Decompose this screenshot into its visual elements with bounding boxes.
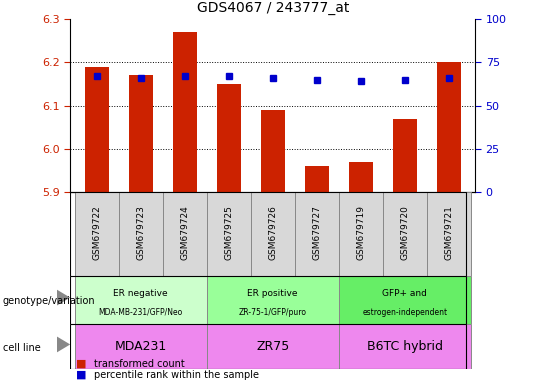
Bar [427,192,471,276]
Text: MDA-MB-231/GFP/Neo: MDA-MB-231/GFP/Neo [98,308,183,317]
Text: transformed count: transformed count [94,359,185,369]
Text: ER negative: ER negative [113,289,168,298]
Bar [383,192,427,276]
Text: GSM679725: GSM679725 [224,205,233,260]
Text: ■: ■ [76,370,86,380]
Text: GSM679724: GSM679724 [180,205,189,260]
Text: GSM679727: GSM679727 [312,205,321,260]
Text: GSM679722: GSM679722 [92,205,101,260]
Text: ZR-75-1/GFP/puro: ZR-75-1/GFP/puro [239,308,307,317]
Bar [251,192,295,276]
Bar [75,192,119,276]
Bar [349,162,373,192]
Bar [261,110,285,192]
Text: ■: ■ [76,359,86,369]
Bar [119,192,163,276]
Text: percentile rank within the sample: percentile rank within the sample [94,370,260,380]
Text: GSM679723: GSM679723 [136,205,145,260]
Bar [207,324,339,369]
Text: estrogen-independent: estrogen-independent [362,308,447,317]
Bar [295,192,339,276]
Text: GSM679721: GSM679721 [444,205,453,260]
Bar [437,62,461,192]
Text: genotype/variation: genotype/variation [3,296,96,306]
Bar [393,119,417,192]
Text: GSM679726: GSM679726 [268,205,277,260]
Text: ER positive: ER positive [247,289,298,298]
Bar [173,32,197,192]
Bar [217,84,241,192]
Bar [163,192,207,276]
Title: GDS4067 / 243777_at: GDS4067 / 243777_at [197,2,349,15]
Bar [339,192,383,276]
Bar [84,67,109,192]
Bar [207,192,251,276]
Text: cell line: cell line [3,343,40,353]
Bar [305,166,329,192]
Bar [207,276,339,324]
Bar [129,75,153,192]
Bar [75,276,207,324]
Text: B6TC hybrid: B6TC hybrid [367,340,443,353]
Polygon shape [57,336,70,353]
Text: GSM679720: GSM679720 [400,205,409,260]
Text: MDA231: MDA231 [114,340,167,353]
Bar [75,324,207,369]
Text: GSM679719: GSM679719 [356,205,365,260]
Text: ZR75: ZR75 [256,340,289,353]
Text: GFP+ and: GFP+ and [382,289,427,298]
Bar [339,324,471,369]
Polygon shape [57,290,70,306]
Bar [339,276,471,324]
